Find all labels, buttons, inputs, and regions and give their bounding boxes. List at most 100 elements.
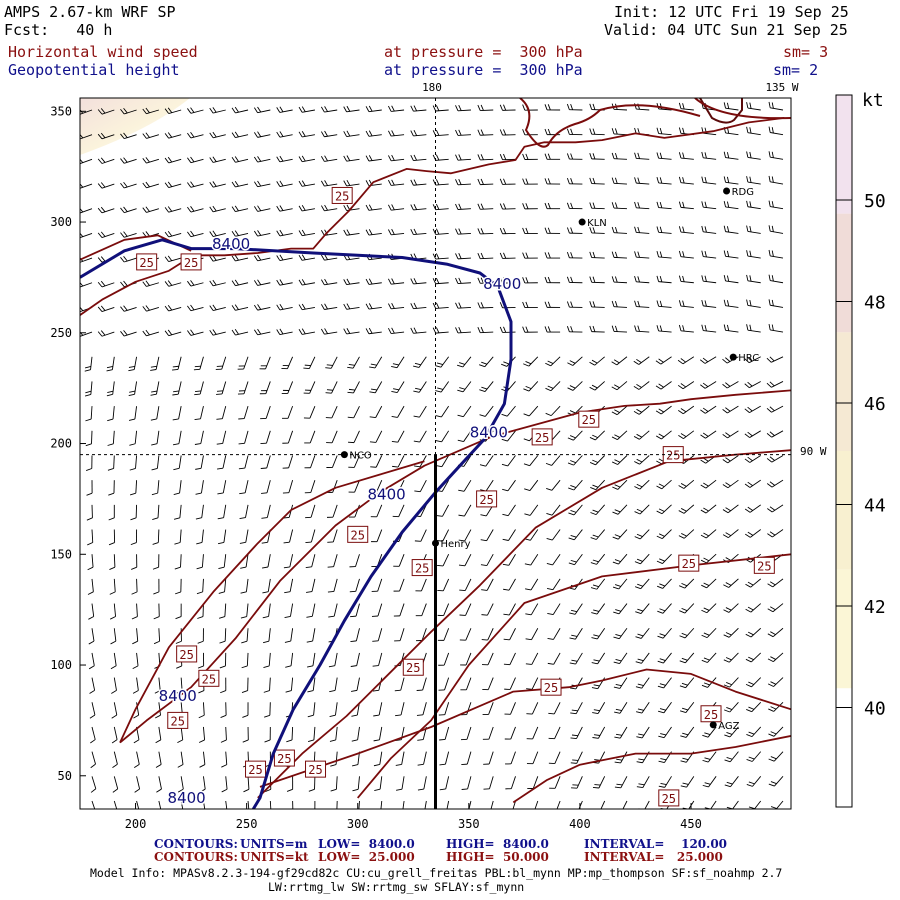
- wind-barb: [84, 381, 93, 397]
- wind-barb: [656, 479, 672, 490]
- wind-barb: [218, 578, 227, 594]
- wind-barb: [544, 104, 561, 111]
- wind-barb: [242, 702, 249, 718]
- wind-barb: [480, 553, 494, 567]
- wind-barb: [634, 251, 650, 259]
- wind-barb: [744, 529, 761, 538]
- wind-barb: [175, 578, 182, 595]
- wind-barb: [129, 480, 138, 496]
- wind-barb: [209, 329, 226, 336]
- wind-barb: [348, 455, 360, 468]
- wind-barb: [262, 578, 271, 594]
- wind-barb: [658, 776, 672, 788]
- wind-barb: [722, 405, 739, 414]
- wind-barb: [330, 776, 338, 792]
- wind-barb: [746, 274, 761, 284]
- wind-barb: [634, 177, 650, 185]
- y-tick-label: 150: [50, 547, 72, 561]
- wind-barb: [723, 201, 739, 210]
- wind-barb: [97, 231, 115, 238]
- wind-barb: [369, 430, 383, 443]
- wind-barb: [97, 330, 115, 337]
- wind-barb: [88, 652, 95, 670]
- wind-barb: [767, 504, 784, 513]
- wind-barb: [458, 529, 472, 542]
- wind-barb: [505, 776, 516, 790]
- wind-barb: [320, 328, 338, 335]
- wind-barb: [634, 201, 650, 210]
- wind-barb: [410, 302, 427, 310]
- wind-barb: [499, 326, 516, 333]
- wind-barb: [303, 381, 316, 394]
- wind-barb: [437, 554, 450, 567]
- wind-barb: [458, 479, 472, 492]
- wind-barb: [656, 177, 672, 185]
- wind-barb: [455, 104, 471, 112]
- wind-barb: [347, 356, 360, 369]
- station-marker: [723, 187, 731, 195]
- wind-barb: [203, 800, 206, 809]
- wind-barb: [347, 381, 360, 394]
- wind-barb: [303, 356, 316, 369]
- wind-barb: [215, 356, 227, 370]
- wind-barb: [142, 157, 160, 164]
- wind-barb: [544, 252, 561, 259]
- wind-barb: [522, 153, 538, 160]
- wind-barb: [702, 726, 717, 738]
- wind-barb: [199, 776, 206, 793]
- svg-text:25: 25: [171, 714, 185, 728]
- wind-barb: [348, 480, 360, 493]
- wind-barb: [526, 702, 539, 715]
- wind-barb: [636, 776, 650, 789]
- wind-barb: [173, 504, 182, 520]
- station-label: NCO: [349, 451, 371, 462]
- svg-text:25: 25: [351, 528, 365, 542]
- wind-barb: [460, 677, 472, 691]
- wind-barb: [241, 677, 249, 694]
- wind-barb: [87, 529, 94, 546]
- wind-barb: [175, 603, 182, 620]
- wind-barb: [723, 299, 739, 308]
- wind-barb: [276, 155, 293, 163]
- wind-barb: [525, 578, 539, 591]
- wind-barb: [722, 455, 739, 464]
- wind-barb: [524, 504, 539, 516]
- wind-barb: [365, 327, 382, 335]
- speed-contour-label: 25: [180, 253, 202, 271]
- wind-barb: [549, 776, 561, 789]
- wind-barb: [656, 251, 672, 259]
- wind-barb: [349, 578, 360, 593]
- wind-barb: [86, 504, 93, 521]
- svg-text:25: 25: [535, 431, 549, 445]
- wind-barb: [142, 305, 160, 312]
- wind-barb: [589, 251, 605, 259]
- wind-barb: [458, 554, 472, 567]
- wind-barb: [612, 479, 628, 490]
- wind-barb: [481, 628, 494, 641]
- wind-barb: [745, 578, 761, 588]
- wind-barb: [722, 529, 739, 539]
- meridian-label-180: 180: [422, 81, 442, 94]
- wind-barb: [455, 277, 471, 284]
- wind-barb: [120, 206, 137, 214]
- wind-barb: [180, 800, 184, 809]
- wind-barb: [365, 278, 382, 285]
- colorbar-label: 50: [864, 191, 886, 212]
- wind-barb: [455, 129, 471, 136]
- wind-barb: [231, 255, 249, 262]
- wind-barb: [187, 107, 204, 114]
- wind-barb: [253, 131, 271, 138]
- wind-barb: [656, 529, 672, 540]
- wind-barb: [152, 529, 160, 545]
- speed-contour-label: 25: [753, 556, 775, 574]
- station-label: KLN: [587, 218, 607, 229]
- wind-barb: [547, 652, 561, 665]
- wind-barb: [502, 553, 516, 566]
- wind-barb: [459, 628, 472, 641]
- colorbar-frame: [835, 94, 853, 808]
- wind-barb: [767, 603, 784, 613]
- colorbar-label: 46: [864, 394, 886, 415]
- y-tick-label: 300: [50, 215, 72, 229]
- wind-barb: [196, 554, 204, 570]
- colorbar-segment: [836, 451, 852, 570]
